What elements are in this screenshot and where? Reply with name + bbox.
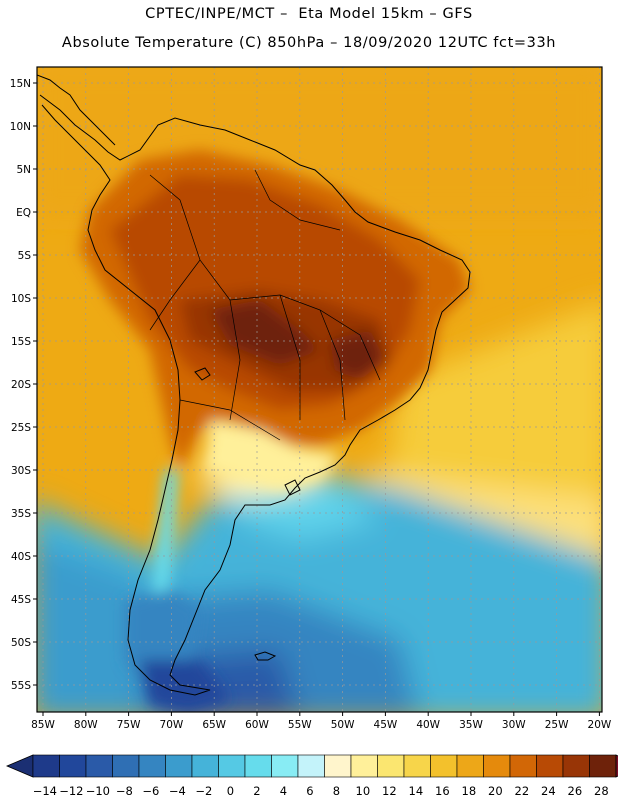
colorbar-swatch bbox=[509, 754, 537, 778]
colorbar-swatch bbox=[85, 754, 113, 778]
lat-label: 30S bbox=[11, 465, 31, 477]
colorbar-swatch bbox=[350, 754, 378, 778]
colorbar-swatch bbox=[324, 754, 352, 778]
colorbar-labels: −14 −12 −10 −8 −6 −4 −2 0 2 4 6 8 10 12 14 16 18 20 22 24 26… bbox=[33, 784, 609, 798]
lon-label: 85W bbox=[31, 719, 55, 731]
colorbar-swatch bbox=[32, 754, 60, 778]
lon-label: 75W bbox=[117, 719, 141, 731]
colorbar-swatch bbox=[403, 754, 431, 778]
colorbar-swatch bbox=[271, 754, 299, 778]
colorbar-label: 18 bbox=[462, 784, 477, 798]
colorbar-swatch bbox=[191, 754, 219, 778]
colorbar-label: 26 bbox=[568, 784, 583, 798]
lat-label: 5S bbox=[18, 250, 32, 262]
colorbar-label: 24 bbox=[541, 784, 556, 798]
colorbar-swatch bbox=[456, 754, 484, 778]
lon-label: 30W bbox=[502, 719, 526, 731]
colorbar-label: 28 bbox=[594, 784, 609, 798]
lat-label: 10N bbox=[10, 121, 31, 133]
colorbar bbox=[5, 754, 618, 778]
lon-label: 35W bbox=[459, 719, 483, 731]
coastline bbox=[37, 74, 471, 696]
lon-label: 80W bbox=[74, 719, 98, 731]
lat-label: 15S bbox=[11, 336, 31, 348]
latitude-labels: 15N 10N 5N EQ 5S 10S 15S 20S 25S 30S 35S 40S 45S 50S 5… bbox=[10, 78, 32, 692]
colorbar-swatch bbox=[297, 754, 325, 778]
colorbar-label: −2 bbox=[195, 784, 212, 798]
colorbar-label: −6 bbox=[142, 784, 159, 798]
colorbar-label: 0 bbox=[227, 784, 234, 798]
central-america-outline bbox=[37, 74, 116, 146]
lat-label: 45S bbox=[11, 594, 31, 606]
lat-label: 35S bbox=[11, 508, 31, 520]
falkland-islands bbox=[254, 651, 277, 661]
colorbar-swatch bbox=[165, 754, 193, 778]
lon-label: 65W bbox=[202, 719, 226, 731]
colorbar-label: 6 bbox=[306, 784, 313, 798]
lon-label: 20W bbox=[588, 719, 612, 731]
colorbar-swatch bbox=[244, 754, 272, 778]
lat-label: 50S bbox=[11, 637, 31, 649]
lon-label: 50W bbox=[331, 719, 355, 731]
colorbar-label: 12 bbox=[382, 784, 397, 798]
lat-label: 20S bbox=[11, 379, 31, 391]
lon-label: 25W bbox=[545, 719, 569, 731]
colorbar-swatch bbox=[377, 754, 405, 778]
lon-label: 40W bbox=[416, 719, 440, 731]
longitude-labels: 85W 80W 75W 70W 65W 60W 55W 50W 45W 40W 35W 30W 25W 2… bbox=[31, 719, 612, 731]
lat-label: 5N bbox=[16, 164, 31, 176]
colorbar-label: 20 bbox=[488, 784, 503, 798]
lat-label: 40S bbox=[11, 551, 31, 563]
map-title-line2: Absolute Temperature (C) 850hPa – 18/09/… bbox=[61, 35, 557, 51]
lon-label: 45W bbox=[374, 719, 398, 731]
colorbar-swatch bbox=[112, 754, 140, 778]
colorbar-swatch bbox=[562, 754, 590, 778]
lat-label: EQ bbox=[16, 207, 31, 219]
lake-titicaca bbox=[194, 367, 211, 381]
colorbar-swatch bbox=[218, 754, 246, 778]
colorbar-label: −14 bbox=[33, 784, 57, 798]
country-borders bbox=[149, 169, 381, 441]
colorbar-label: 16 bbox=[435, 784, 450, 798]
colorbar-label: 22 bbox=[515, 784, 530, 798]
colorbar-swatch bbox=[536, 754, 564, 778]
colorbar-swatch bbox=[589, 754, 617, 778]
colorbar-label: 2 bbox=[253, 784, 260, 798]
lon-label: 70W bbox=[160, 719, 184, 731]
lon-label: 55W bbox=[288, 719, 312, 731]
colorbar-swatch bbox=[483, 754, 511, 778]
colorbar-label: 14 bbox=[409, 784, 424, 798]
map-frame bbox=[36, 66, 603, 713]
lat-label: 15N bbox=[10, 78, 31, 90]
grid-lines bbox=[37, 67, 602, 712]
lon-label: 60W bbox=[245, 719, 269, 731]
colorbar-min-arrow bbox=[5, 754, 34, 778]
temperature-field bbox=[37, 67, 602, 712]
colorbar-label: −8 bbox=[116, 784, 133, 798]
colorbar-label: −4 bbox=[169, 784, 186, 798]
lat-label: 55S bbox=[11, 680, 31, 692]
lagoa-dos-patos bbox=[284, 479, 301, 496]
colorbar-label: 4 bbox=[280, 784, 287, 798]
lat-label: 10S bbox=[11, 293, 31, 305]
colorbar-swatch bbox=[430, 754, 458, 778]
colorbar-swatch bbox=[59, 754, 87, 778]
lat-label: 25S bbox=[11, 422, 31, 434]
colorbar-label: 8 bbox=[333, 784, 340, 798]
colorbar-swatch bbox=[138, 754, 166, 778]
colorbar-label: −10 bbox=[86, 784, 110, 798]
axis-ticks bbox=[33, 82, 600, 716]
colorbar-label: −12 bbox=[59, 784, 83, 798]
map-title-line1: CPTEC/INPE/MCT – Eta Model 15km – GFS bbox=[145, 6, 473, 22]
colorbar-label: 10 bbox=[356, 784, 371, 798]
